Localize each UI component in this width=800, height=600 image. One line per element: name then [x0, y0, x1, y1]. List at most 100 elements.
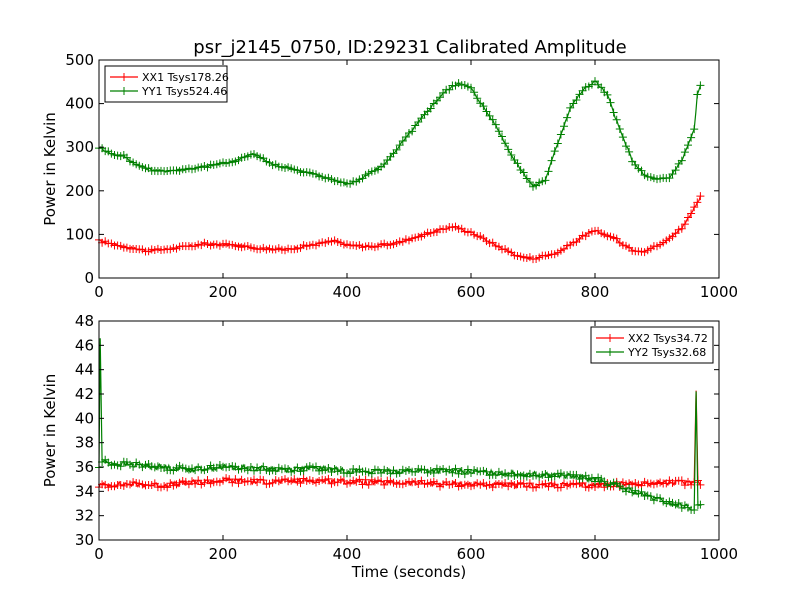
series-yy2	[95, 338, 705, 515]
x-tick-label: 400	[333, 545, 362, 563]
y-tick-label: 400	[65, 95, 94, 113]
data-point	[494, 127, 503, 136]
data-point	[129, 462, 138, 471]
y-tick-label: 200	[65, 182, 94, 200]
data-point	[451, 464, 460, 473]
y-tick-label: 0	[84, 269, 94, 287]
legend-label: XX2 Tsys34.72	[628, 332, 708, 345]
data-point	[560, 122, 568, 131]
data-point	[566, 103, 575, 112]
x-tick-label: 600	[457, 545, 486, 563]
data-point	[504, 145, 513, 154]
data-point	[448, 468, 457, 477]
data-point	[671, 166, 680, 175]
data-point	[525, 479, 534, 488]
data-point	[680, 148, 689, 157]
data-point	[696, 81, 705, 90]
plot-frame	[98, 320, 720, 541]
x-axis-label: Time (seconds)	[351, 563, 467, 581]
data-point	[467, 83, 475, 92]
data-point	[429, 468, 438, 477]
data-point	[398, 137, 407, 146]
data-point	[408, 127, 417, 136]
y-tick-label: 48	[75, 312, 94, 330]
data-point	[687, 133, 696, 142]
data-point	[690, 506, 699, 515]
data-point	[597, 83, 606, 92]
data-point	[637, 166, 646, 175]
data-point	[426, 104, 435, 113]
legend-marker	[120, 87, 128, 95]
legend-box	[590, 326, 714, 364]
x-tick-label: 1000	[700, 283, 738, 301]
data-point	[674, 499, 683, 508]
bottom-plot: 0 200 400 600 800 1000 30 32 34 36 38 40 42 44 46 48 Pow…	[41, 312, 738, 581]
y-axis-label: Power in Kelvin	[41, 374, 59, 488]
x-tick-label: 200	[209, 283, 238, 301]
data-point	[677, 156, 686, 165]
data-point	[482, 107, 491, 116]
series-xx1	[95, 192, 705, 264]
y-axis-label: Power in Kelvin	[41, 112, 59, 226]
y-tick-label: 500	[65, 51, 94, 69]
data-point	[637, 487, 646, 496]
data-point	[445, 85, 454, 94]
x-tick-label: 0	[94, 545, 104, 563]
data-point	[696, 192, 705, 201]
data-point	[479, 102, 488, 111]
data-point	[603, 90, 612, 99]
series-yy1	[95, 77, 705, 191]
data-point	[436, 93, 444, 102]
y-tick-label: 40	[75, 409, 94, 427]
data-point	[547, 156, 556, 165]
y-tick-label: 36	[75, 458, 94, 476]
data-point	[541, 176, 550, 185]
data-point	[312, 462, 320, 471]
data-point	[470, 88, 479, 97]
data-point	[513, 159, 522, 168]
data-point	[163, 483, 172, 492]
data-point	[498, 132, 506, 141]
chart-title: psr_j2145_0750, ID:29231 Calibrated Ampl…	[193, 37, 626, 58]
data-point	[684, 141, 692, 150]
data-point	[622, 142, 630, 151]
y-tick-label: 100	[65, 225, 94, 243]
data-point	[364, 480, 373, 489]
data-point	[690, 125, 699, 134]
data-point	[231, 475, 240, 484]
x-tick-label: 1000	[700, 545, 738, 563]
data-point	[680, 220, 689, 229]
data-point	[690, 203, 699, 212]
data-point	[696, 500, 705, 509]
data-point	[194, 476, 203, 485]
data-point	[460, 470, 469, 479]
data-point	[687, 209, 696, 218]
data-point	[618, 133, 627, 142]
x-tick-label: 600	[457, 283, 486, 301]
data-point	[693, 198, 702, 207]
legend-marker	[120, 73, 128, 81]
data-point	[615, 125, 624, 134]
data-point	[665, 174, 674, 183]
data-point	[677, 224, 686, 233]
data-point	[572, 95, 581, 104]
legend-label: YY2 Tsys32.68	[627, 346, 706, 359]
data-point	[553, 139, 562, 148]
data-point	[612, 115, 621, 124]
data-point	[609, 108, 618, 117]
data-point	[556, 130, 565, 139]
legend-marker	[606, 334, 614, 342]
data-point	[116, 462, 125, 471]
data-point	[625, 483, 634, 492]
legend-label: YY1 Tsys524.46	[141, 85, 227, 98]
data-point	[296, 479, 305, 488]
y-tick-label: 30	[75, 531, 94, 549]
legend-box	[104, 65, 228, 103]
data-point	[606, 98, 615, 107]
data-point	[324, 474, 333, 483]
data-point	[646, 492, 655, 501]
y-tick-label: 46	[75, 336, 94, 354]
